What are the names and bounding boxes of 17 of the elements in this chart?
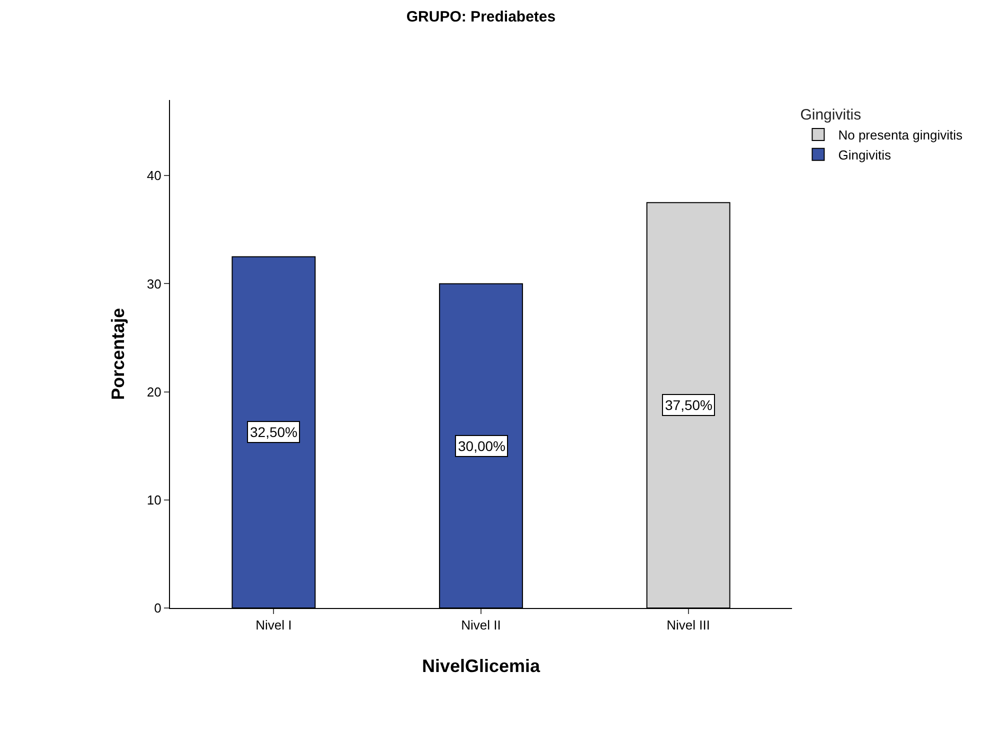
y-axis-title: Porcentaje [108,308,128,400]
x-tick-label: Nivel I [256,618,292,633]
y-tick-label: 0 [154,600,162,616]
x-tick-label: Nivel II [461,618,501,633]
y-tick-label: 10 [146,492,162,508]
data-label: 32,50% [250,424,298,440]
y-tick-label: 30 [146,276,162,292]
y-tick-label: 40 [146,168,162,184]
legend-title: Gingivitis [800,106,862,124]
legend-label: Gingivitis [838,147,892,162]
x-axis-title: NivelGlicemia [422,656,542,676]
data-label: 30,00% [458,438,506,454]
legend-label: No presenta gingivitis [838,128,964,143]
chart-title: GRUPO: Prediabetes [406,8,556,26]
data-label: 37,50% [665,397,712,413]
x-tick-label: Nivel III [666,618,710,633]
y-tick-label: 20 [146,384,162,400]
